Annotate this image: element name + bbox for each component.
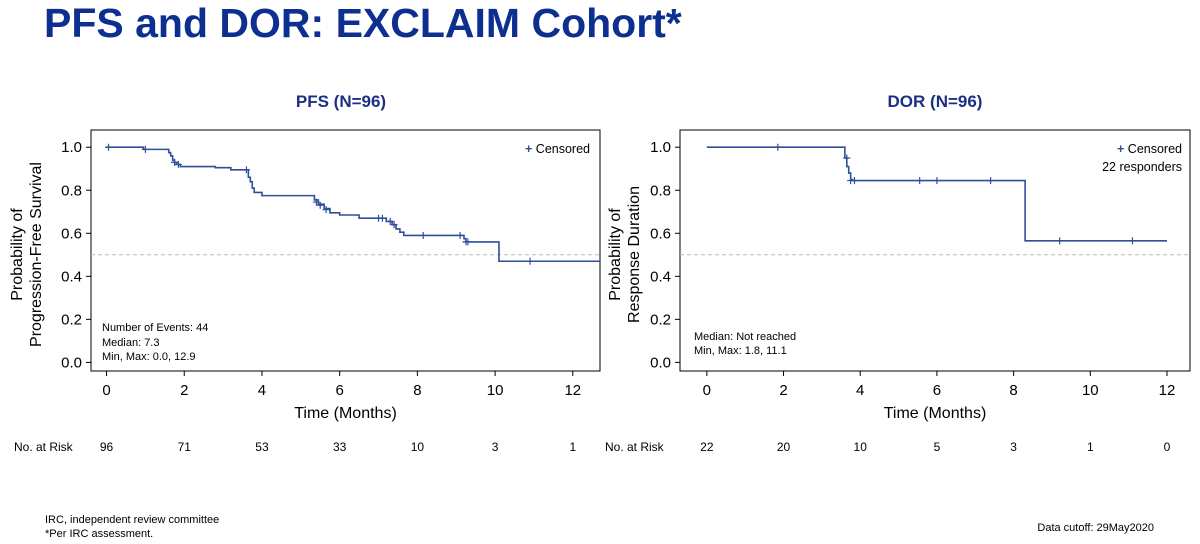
pfs-risk-count: 33 [333,440,347,454]
dor-censor-mark [1128,237,1136,245]
pfs-xtick-label: 2 [180,382,188,399]
dor-censor-mark [850,177,858,185]
dor-yaxis-label-line1: Probability of [607,208,624,301]
pfs-ytick-label: 0.0 [61,354,82,371]
pfs-censor-mark [526,257,534,265]
dor-censor-mark [1056,237,1064,245]
pfs-xtick-label: 6 [335,382,343,399]
pfs-censor-mark [464,238,472,246]
dor-plot-frame [679,129,1191,372]
dor-km-curve [706,146,1167,242]
pfs-risk-count: 10 [411,440,425,454]
dor-xtick-label: 4 [856,382,864,399]
dor-ytick-label: 0.0 [650,354,671,371]
pfs-risk-count: 1 [569,440,576,454]
pfs-censor-mark [378,214,386,222]
pfs-censor-mark [174,160,182,168]
dor-xtick-label: 12 [1159,382,1176,399]
pfs-censor-mark [322,206,330,214]
dor-legend-responders: 22 responders [1102,160,1182,174]
pfs-annotation: Median: 7.3 [102,337,159,349]
dor-annotation: Median: Not reached [694,331,796,343]
pfs-censor-mark [312,198,320,206]
dor-yaxis-label-line2: Response Duration [626,186,643,323]
dor-censor-mark [843,154,851,162]
dor-censor-mark [916,177,924,185]
dor-ytick-label: 0.4 [650,268,671,285]
dor-panel-title: DOR (N=96) [887,92,983,111]
pfs-plot-frame [90,129,601,372]
dor-risk-count: 22 [700,440,714,454]
dor-risk-count: 3 [1010,440,1017,454]
dor-censor-mark [933,177,941,185]
pfs-xaxis-label: Time (Months) [294,405,397,422]
pfs-panel-title: PFS (N=96) [295,92,387,111]
pfs-xtick-label: 4 [258,382,266,399]
pfs-censor-mark [171,158,179,166]
pfs-censor-mark [456,231,464,239]
pfs-censor-mark [390,221,398,229]
dor-annotation: Min, Max: 1.8, 11.1 [694,345,787,357]
dor-xtick-label: 2 [779,382,787,399]
pfs-annotation: Number of Events: 44 [102,322,208,334]
pfs-censor-mark [419,231,427,239]
dor-risk-count: 0 [1164,440,1171,454]
dor-risk-count: 20 [777,440,791,454]
pfs-ytick-label: 1.0 [61,139,82,156]
data-cutoff-note: Data cutoff: 29May2020 [1037,522,1154,534]
pfs-censor-mark [316,201,324,209]
slide-title: PFS and DOR: EXCLAIM Cohort* [44,0,682,46]
dor-ytick-label: 0.8 [650,182,671,199]
pfs-xtick-label: 8 [413,382,421,399]
pfs-ytick-label: 0.4 [61,268,82,285]
pfs-risk-label: No. at Risk [14,440,74,454]
dor-ytick-label: 0.6 [650,225,671,242]
pfs-ytick-label: 0.6 [61,225,82,242]
pfs-ytick-label: 0.8 [61,182,82,199]
footnote-irc: IRC, independent review committee [45,514,220,526]
dor-risk-label: No. at Risk [605,440,665,454]
footnote-per-irc: *Per IRC assessment. [45,528,154,540]
pfs-xtick-label: 10 [487,382,504,399]
dor-ytick-label: 1.0 [650,139,671,156]
dor-xtick-label: 6 [933,382,941,399]
pfs-risk-count: 71 [178,440,192,454]
dor-legend-censored: + Censored [1117,142,1182,156]
dor-xtick-label: 10 [1082,382,1099,399]
pfs-censor-mark [141,145,149,153]
dor-xtick-label: 0 [703,382,711,399]
pfs-xtick-label: 12 [564,382,581,399]
dor-ytick-label: 0.2 [650,311,671,328]
pfs-yaxis-label-line1: Probability of [9,208,26,301]
pfs-risk-count: 96 [100,440,114,454]
pfs-xtick-label: 0 [102,382,110,399]
pfs-censor-mark [242,166,250,174]
pfs-risk-count: 3 [492,440,499,454]
dor-risk-count: 1 [1087,440,1094,454]
pfs-yaxis-label-line2: Progression-Free Survival [28,162,45,347]
pfs-risk-count: 53 [255,440,269,454]
dor-xaxis-label: Time (Months) [884,405,987,422]
dor-censor-mark [987,177,995,185]
dor-risk-count: 5 [934,440,941,454]
dor-risk-count: 10 [854,440,868,454]
pfs-ytick-label: 0.2 [61,311,82,328]
pfs-censor-mark [104,143,112,151]
dor-censor-mark [774,143,782,151]
pfs-annotation: Min, Max: 0.0, 12.9 [102,351,196,363]
dor-xtick-label: 8 [1009,382,1017,399]
pfs-legend-censored: + Censored [525,142,590,156]
pfs-censor-mark [386,217,394,225]
